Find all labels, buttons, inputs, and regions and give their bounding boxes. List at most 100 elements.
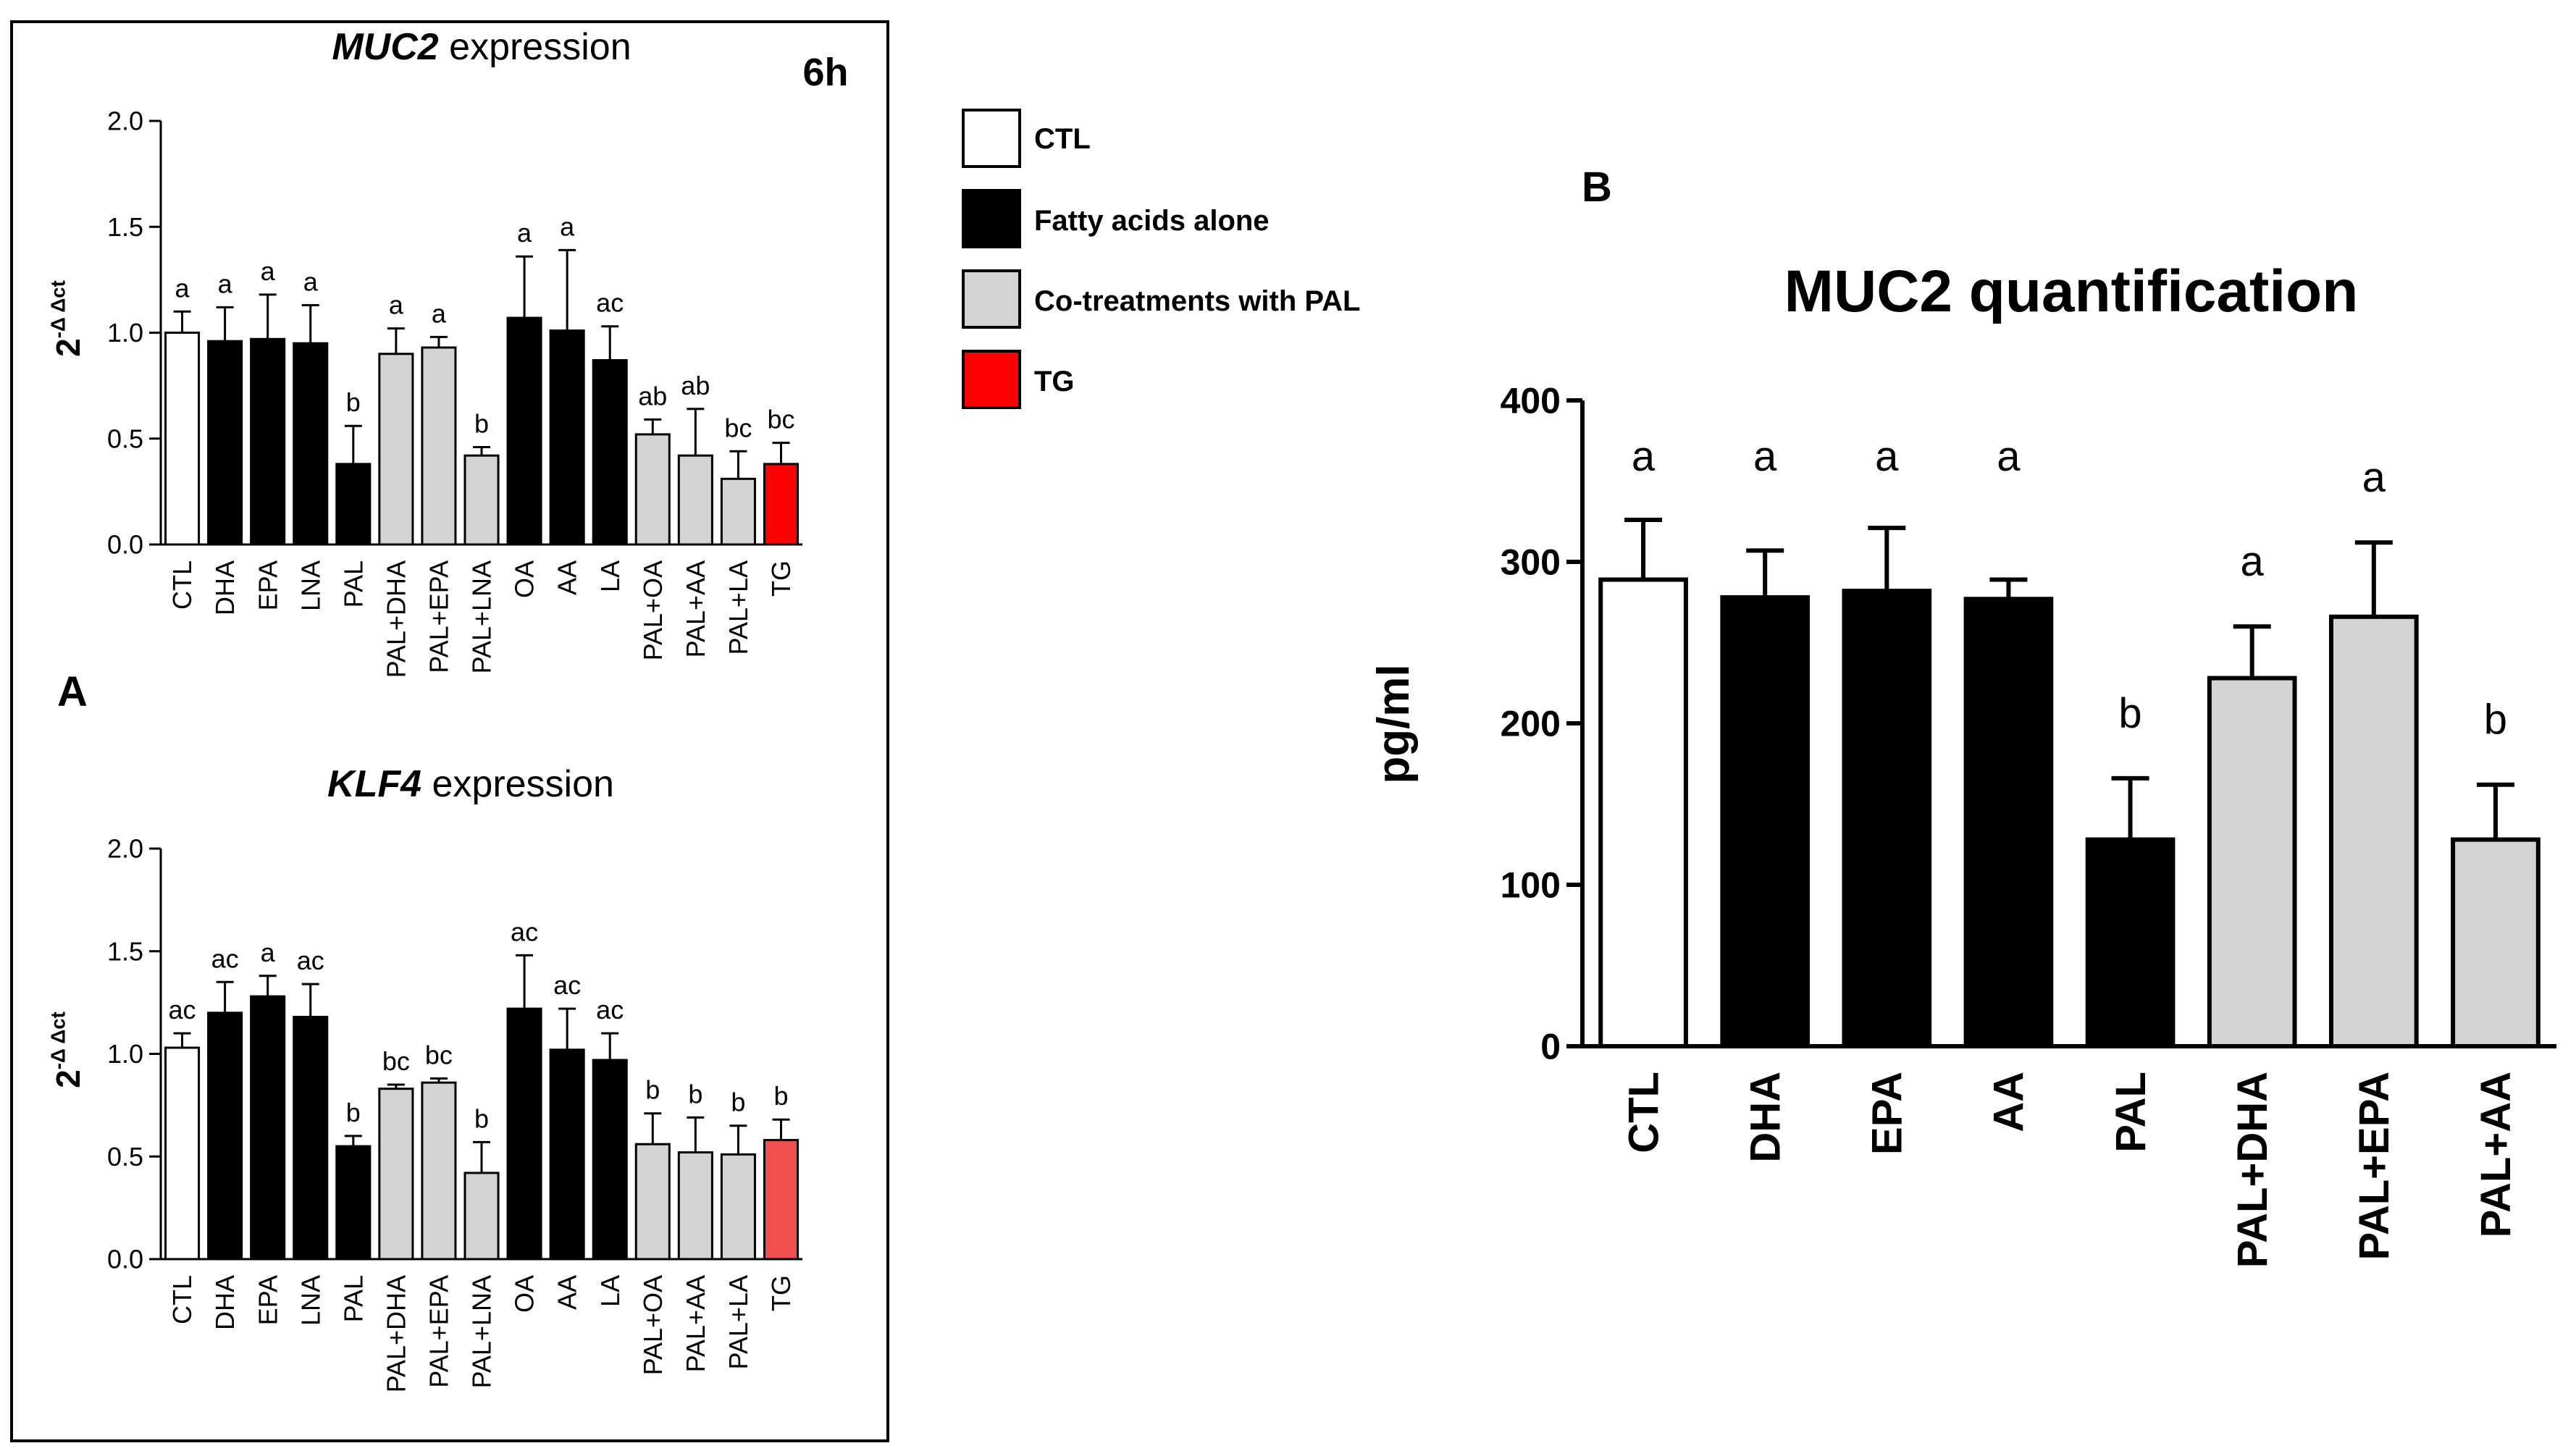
klf4-expr-xtick-label-tg: TG — [766, 1275, 796, 1311]
muc2-quant-bar-pal-plus-aa — [2451, 837, 2541, 1049]
klf4-expr-bar-pal-plus-aa — [677, 1151, 713, 1261]
muc2-quant-bar-aa — [1963, 597, 2054, 1048]
klf4-expr-letter-pal-plus-aa: b — [688, 1079, 702, 1109]
muc2-expr-bar-pal-plus-aa — [677, 454, 713, 546]
muc2-expr-bar-epa — [250, 337, 286, 546]
klf4-expr-title-rest: expression — [421, 763, 614, 805]
klf4-expr-xtick-label-pal-plus-aa: PAL+AA — [681, 1275, 710, 1372]
muc2-expr-title: MUC2 expression — [332, 26, 631, 68]
muc2-expr-xtick-label-pal-plus-oa: PAL+OA — [638, 560, 668, 660]
legend-swatch-co-treatments — [962, 269, 1021, 329]
muc2-expr-bar-dha — [207, 340, 243, 546]
klf4-expr-ytick-label: 0.5 — [107, 1142, 143, 1172]
muc2-expr-ylabel-sup: -Δ Δct — [46, 280, 69, 338]
klf4-expr-xtick-label-pal-plus-lna: PAL+LNA — [467, 1275, 497, 1388]
muc2-quant-ylabel: pg/ml — [1369, 664, 1419, 783]
muc2-quantification-chart: MUC2 quantification pg/ml 0 100 200 300 400 a CT… — [1369, 258, 2556, 1268]
klf4-expr-ytick-label: 0.0 — [107, 1245, 143, 1274]
klf4-expr-bar-pal — [335, 1145, 372, 1261]
klf4-expr-ylabel-sup: -Δ Δct — [46, 1012, 69, 1069]
muc2-expr-letter-pal-plus-dha: a — [389, 290, 404, 320]
klf4-expr-xtick-label-oa: OA — [510, 1275, 540, 1313]
muc2-quant-ytick-label: 400 — [1501, 381, 1561, 421]
muc2-quant-bar-ctl — [1598, 577, 1688, 1048]
klf4-expr-letter-pal-plus-dha: bc — [382, 1046, 410, 1076]
muc2-expr-bar-la — [592, 359, 628, 546]
muc2-expr-xtick-label-la: LA — [595, 560, 625, 592]
muc2-expr-bar-pal-plus-oa — [634, 433, 671, 546]
legend-swatch-fatty-acids — [962, 189, 1021, 248]
muc2-expr-letter-ctl: a — [175, 273, 190, 303]
muc2-expr-ytick-label: 1.5 — [107, 212, 143, 242]
muc2-expr-letter-pal-plus-aa: ab — [681, 371, 710, 400]
muc2-expr-xtick-label-pal-plus-la: PAL+LA — [723, 560, 753, 655]
legend: CTL Fatty acids alone Co-treatments with… — [962, 109, 1360, 409]
muc2-expr-xtick-label-aa: AA — [553, 560, 582, 595]
klf4-expr-letter-aa: ac — [553, 970, 581, 1000]
muc2-expr-bar-pal-plus-epa — [421, 346, 457, 546]
muc2-quant-letter-pal: b — [2118, 690, 2141, 737]
muc2-expr-ytick-label: 0.0 — [107, 530, 143, 560]
legend-label-tg: TG — [1034, 366, 1075, 398]
klf4-expr-bar-pal-plus-lna — [463, 1172, 500, 1261]
muc2-quant-letter-pal-plus-aa: b — [2484, 697, 2507, 744]
muc2-expr-letter-oa: a — [517, 218, 532, 248]
klf4-expr-ytick-label: 1.5 — [107, 936, 143, 966]
klf4-expr-letter-lna: ac — [297, 946, 324, 975]
klf4-expr-title-gene: KLF4 — [327, 763, 421, 805]
muc2-expr-letter-pal: b — [346, 387, 361, 417]
panel-a-frame — [10, 20, 889, 1442]
klf4-expr-letter-pal-plus-oa: b — [645, 1075, 660, 1105]
muc2-expr-xtick-label-ctl: CTL — [167, 560, 197, 610]
muc2-expr-letter-pal-plus-epa: a — [432, 298, 447, 328]
klf4-expr-xtick-label-pal-plus-la: PAL+LA — [723, 1275, 753, 1369]
muc2-quant-bar-epa — [1842, 589, 1932, 1048]
muc2-quant-letter-dha: a — [1753, 433, 1777, 480]
muc2-expr-xtick-label-dha: DHA — [210, 560, 240, 615]
klf4-expr-xtick-label-dha: DHA — [210, 1275, 240, 1330]
muc2-quant-letter-ctl: a — [1632, 433, 1656, 480]
muc2-expr-letter-aa: a — [560, 211, 575, 241]
klf4-expr-bar-ctl — [164, 1046, 201, 1261]
klf4-expr-bar-aa — [549, 1048, 585, 1261]
klf4-expr-xtick-label-pal-plus-dha: PAL+DHA — [381, 1275, 411, 1392]
klf4-expr-xtick-label-la: LA — [595, 1275, 625, 1307]
legend-swatch-ctl — [962, 109, 1021, 168]
muc2-quant-letter-epa: a — [1875, 433, 1899, 480]
muc2-expr-bar-oa — [506, 316, 542, 546]
klf4-expr-xtick-label-ctl: CTL — [167, 1275, 197, 1324]
klf4-expr-ytick-label: 1.0 — [107, 1039, 143, 1069]
muc2-expr-bar-pal-plus-lna — [463, 454, 500, 546]
muc2-expr-ylabel-base: 2 — [49, 338, 87, 357]
panel-b-letter: B — [1582, 164, 1612, 211]
klf4-expr-xtick-label-pal: PAL — [338, 1275, 368, 1322]
muc2-expr-xtick-label-epa: EPA — [253, 560, 282, 610]
klf4-expr-letter-pal-plus-epa: bc — [425, 1040, 453, 1070]
klf4-expr-bar-pal-plus-epa — [421, 1081, 457, 1261]
klf4-expr-bar-la — [592, 1059, 628, 1261]
muc2-quant-xtick-label-ctl: CTL — [1620, 1072, 1667, 1153]
muc2-quant-letter-pal-plus-epa: a — [2362, 454, 2386, 501]
muc2-quant-title: MUC2 quantification — [1784, 258, 2359, 324]
muc2-quant-xtick-label-pal-plus-dha: PAL+DHA — [2229, 1072, 2276, 1268]
muc2-quant-letter-aa: a — [1997, 433, 2021, 480]
klf4-expr-letter-pal: b — [346, 1098, 361, 1127]
muc2-quant-bar-pal-plus-epa — [2328, 614, 2419, 1048]
muc2-expr-xtick-label-pal-plus-epa: PAL+EPA — [424, 560, 454, 673]
klf4-expr-ylabel-base: 2 — [49, 1069, 87, 1088]
muc2-expr-ytick-label: 0.5 — [107, 424, 143, 453]
muc2-expr-xtick-label-lna: LNA — [295, 560, 325, 611]
klf4-expr-xtick-label-aa: AA — [553, 1275, 582, 1310]
muc2-expr-letter-pal-plus-oa: ab — [638, 381, 667, 411]
muc2-quant-xtick-label-epa: EPA — [1864, 1072, 1911, 1155]
muc2-expression-chart: MUC2 expression 2-Δ Δct 0.0 0.5 1.0 1.5 2.0 a CT… — [46, 26, 802, 678]
muc2-quant-bar-pal — [2085, 837, 2176, 1049]
muc2-expr-ytick-label: 1.0 — [107, 318, 143, 348]
klf4-expr-xtick-label-lna: LNA — [295, 1275, 325, 1326]
klf4-expr-ylabel: 2-Δ Δct — [46, 1012, 87, 1088]
klf4-expression-chart: KLF4 expression 2-Δ Δct 0.0 0.5 1.0 1.5 2.0 ac C… — [46, 763, 802, 1392]
klf4-expr-letter-tg: b — [773, 1081, 788, 1111]
klf4-expr-bar-oa — [506, 1007, 542, 1261]
muc2-quant-xtick-label-aa: AA — [1986, 1072, 2033, 1132]
